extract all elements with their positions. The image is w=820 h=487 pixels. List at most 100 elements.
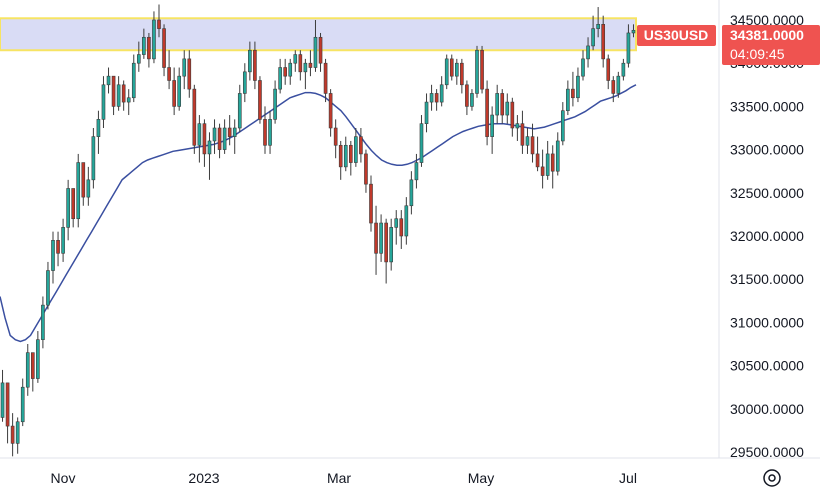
candle-body xyxy=(106,75,111,86)
candle-body xyxy=(237,93,242,129)
candle-body xyxy=(15,421,20,444)
candle-body xyxy=(303,62,308,73)
candle-body xyxy=(81,162,86,198)
candle-body xyxy=(217,127,222,150)
settings-button[interactable] xyxy=(763,469,781,487)
candle-body xyxy=(581,58,585,77)
candle-body xyxy=(480,49,484,90)
candle-body xyxy=(424,101,429,124)
candle-body xyxy=(354,136,358,163)
candle-body xyxy=(126,97,131,103)
y-axis[interactable]: 29500.0000 30000.0000 30500.0000 31000.0000… xyxy=(718,0,804,460)
candle-body xyxy=(475,49,479,94)
y-tick-label: 30500.0000 xyxy=(730,358,804,374)
x-tick-label: Jul xyxy=(619,470,637,486)
candle-body xyxy=(434,93,439,103)
highlight-zone xyxy=(0,17,637,52)
candle-body xyxy=(172,80,176,107)
candle-body xyxy=(51,240,55,271)
y-tick-label: 30000.0000 xyxy=(730,401,804,417)
y-tick-label: 32500.0000 xyxy=(730,185,804,201)
candle-body xyxy=(61,227,65,254)
candle-body xyxy=(56,240,60,254)
candle-body xyxy=(207,140,212,155)
candle-body xyxy=(0,382,5,418)
candle-body xyxy=(399,218,404,237)
candle-body xyxy=(530,136,535,155)
candle-body xyxy=(560,110,565,142)
candle-body xyxy=(293,54,298,64)
candle-body xyxy=(212,127,217,142)
candle-body xyxy=(318,36,323,64)
candle-body xyxy=(429,93,434,103)
candle-body xyxy=(288,62,293,77)
candle-body xyxy=(348,144,353,163)
candle-body xyxy=(515,123,520,129)
candle-body xyxy=(258,80,262,120)
x-tick-labels: Nov 2023 Mar May Jul xyxy=(51,470,637,486)
candle-body xyxy=(384,222,388,263)
candle-body xyxy=(379,222,383,254)
candle-body xyxy=(263,119,267,146)
x-tick-label: Nov xyxy=(51,470,76,486)
candle-body xyxy=(192,88,197,146)
candle-body xyxy=(555,140,560,172)
candle-body xyxy=(520,123,525,146)
candle-body xyxy=(414,162,419,181)
x-tick-label: 2023 xyxy=(188,470,219,486)
candle-body xyxy=(142,36,146,55)
candle-body xyxy=(374,222,378,254)
candle-body xyxy=(283,67,288,77)
candle-body xyxy=(525,136,530,146)
candle-body xyxy=(197,123,202,146)
candle-body xyxy=(20,386,25,423)
candle-body xyxy=(152,19,156,60)
settings-gear-center-icon xyxy=(768,474,776,482)
candle-body xyxy=(136,54,141,64)
candle-body xyxy=(596,24,600,29)
candle-body xyxy=(253,49,257,81)
y-tick-label: 34500.0000 xyxy=(730,12,804,28)
candle-body xyxy=(162,28,166,68)
candle-body xyxy=(460,62,464,86)
candle-body xyxy=(30,352,35,379)
candle-body xyxy=(404,205,409,237)
candle-body xyxy=(490,114,494,137)
y-tick-label: 32000.0000 xyxy=(730,228,804,244)
candle-body xyxy=(232,127,237,137)
candle-body xyxy=(227,127,232,137)
plot-area[interactable] xyxy=(0,4,637,457)
candle-body xyxy=(10,425,15,444)
candle-body xyxy=(338,144,343,168)
y-tick-label: 33000.0000 xyxy=(730,142,804,158)
candle-body xyxy=(308,62,313,68)
candle-body xyxy=(131,62,136,99)
candle-body xyxy=(323,62,328,94)
y-tick-label: 31500.0000 xyxy=(730,271,804,287)
candle-body xyxy=(571,88,575,99)
candle-body xyxy=(389,227,394,263)
candle-body xyxy=(540,166,545,176)
candle-body xyxy=(566,88,570,112)
candle-body xyxy=(454,62,459,77)
candle-body xyxy=(616,75,621,94)
candles-group xyxy=(0,4,636,457)
price-label[interactable]: 34381.0000 04:09:45 xyxy=(722,25,820,65)
candle-body xyxy=(5,382,10,427)
candle-body xyxy=(157,19,161,29)
candle-body xyxy=(591,28,595,47)
symbol-label[interactable]: US30USD xyxy=(637,25,716,46)
candle-body xyxy=(167,67,171,81)
x-axis[interactable]: Nov 2023 Mar May Jul xyxy=(0,457,820,486)
candle-body xyxy=(364,153,368,185)
candle-body xyxy=(46,270,50,306)
symbol-label-bg xyxy=(637,25,716,46)
candle-body xyxy=(586,45,590,60)
symbol-label-text: US30USD xyxy=(644,27,709,43)
candle-body xyxy=(576,75,580,99)
candle-body xyxy=(545,153,550,176)
candle-body xyxy=(147,36,151,60)
candle-body xyxy=(273,88,277,120)
candle-body xyxy=(444,58,449,86)
